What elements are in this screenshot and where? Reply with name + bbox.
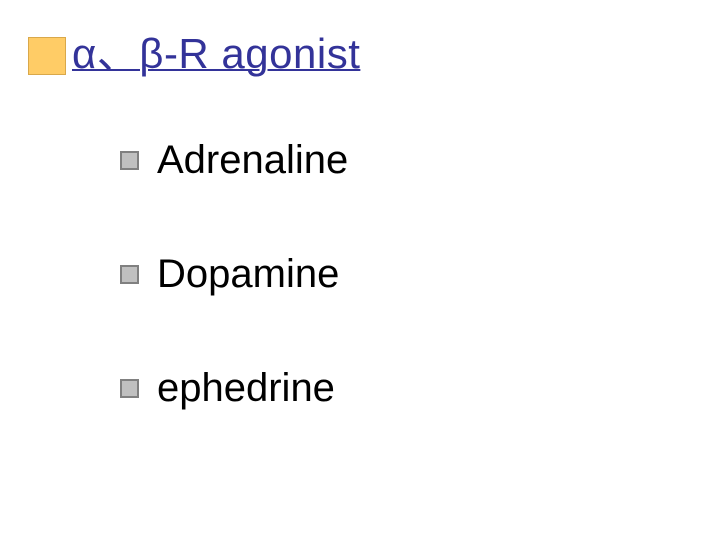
bullet-list: Adrenaline Dopamine ephedrine: [120, 140, 680, 482]
square-bullet-icon: [120, 265, 139, 284]
square-bullet-icon: [120, 151, 139, 170]
item-label: ephedrine: [157, 368, 335, 408]
list-item: Adrenaline: [120, 140, 680, 180]
slide: α、β-R agonist Adrenaline Dopamine ephedr…: [0, 0, 720, 540]
item-label: Adrenaline: [157, 140, 348, 180]
title-square-icon: [28, 37, 66, 75]
title-block: α、β-R agonist: [28, 32, 360, 76]
list-item: ephedrine: [120, 368, 680, 408]
slide-title: α、β-R agonist: [58, 32, 360, 76]
item-label: Dopamine: [157, 254, 339, 294]
square-bullet-icon: [120, 379, 139, 398]
list-item: Dopamine: [120, 254, 680, 294]
